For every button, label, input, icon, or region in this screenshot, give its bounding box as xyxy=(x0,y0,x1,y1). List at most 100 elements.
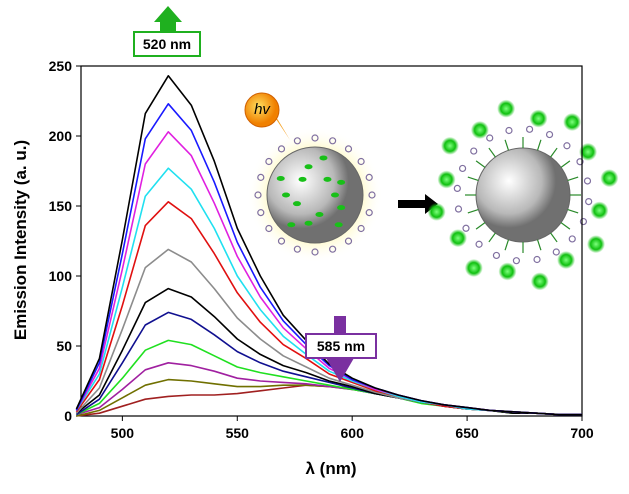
strand xyxy=(560,222,571,230)
ligand xyxy=(293,137,301,145)
strand xyxy=(488,232,496,243)
released-dye xyxy=(437,170,456,189)
strand xyxy=(475,160,486,168)
ligand xyxy=(329,245,337,253)
ligand xyxy=(257,173,265,181)
dye xyxy=(319,155,328,161)
ligand xyxy=(368,191,376,199)
ligand xyxy=(470,147,478,155)
annotation: 585 nm xyxy=(317,338,365,354)
x-tick-label: 650 xyxy=(455,425,479,441)
ligand xyxy=(545,130,554,139)
ligand xyxy=(533,255,541,264)
released-dye xyxy=(586,235,605,254)
strand xyxy=(567,208,579,214)
released-dye xyxy=(557,251,576,270)
spectrum-line xyxy=(75,75,582,416)
ligand xyxy=(576,158,584,166)
y-tick-label: 50 xyxy=(56,338,72,354)
y-tick-label: 200 xyxy=(49,128,73,144)
ligand xyxy=(492,251,501,260)
ligand xyxy=(583,177,592,185)
strand xyxy=(467,208,479,214)
released-dye xyxy=(498,262,517,281)
dye xyxy=(304,164,313,170)
dye xyxy=(276,176,285,182)
x-tick-label: 500 xyxy=(111,425,135,441)
annotation: hv xyxy=(254,101,271,118)
ligand xyxy=(277,237,286,245)
x-tick-label: 600 xyxy=(341,425,365,441)
ligand xyxy=(257,209,265,217)
ligand xyxy=(454,205,463,213)
ligand xyxy=(486,134,494,142)
dye xyxy=(334,222,343,228)
ligand xyxy=(579,217,588,226)
x-axis-label: λ (nm) xyxy=(306,459,357,478)
dye xyxy=(337,179,346,185)
strand xyxy=(550,232,558,243)
ligand xyxy=(357,224,365,233)
released-dye xyxy=(529,109,548,128)
illustration xyxy=(244,92,619,291)
released-dye xyxy=(427,202,446,221)
ligand xyxy=(293,245,301,253)
ligand xyxy=(568,235,576,243)
ligand xyxy=(552,248,560,256)
strand xyxy=(488,147,496,158)
x-tick-label: 550 xyxy=(226,425,250,441)
y-tick-label: 250 xyxy=(49,58,73,74)
ligand xyxy=(365,173,373,181)
ligand xyxy=(458,164,467,173)
released-dye xyxy=(563,113,582,132)
dye xyxy=(292,201,301,207)
dye xyxy=(304,220,313,226)
strand xyxy=(504,139,510,151)
ligand xyxy=(311,134,319,142)
released-dye xyxy=(441,136,460,155)
dye xyxy=(282,192,290,198)
x-tick-label: 700 xyxy=(570,425,594,441)
ligand xyxy=(344,145,353,153)
released-dye xyxy=(497,99,516,118)
released-dye xyxy=(600,169,619,188)
annotations: 520 nm 585 nm hv xyxy=(133,6,377,382)
strand xyxy=(560,160,571,168)
strand xyxy=(536,239,542,251)
ligand xyxy=(254,191,262,199)
dye xyxy=(287,222,296,228)
strand xyxy=(567,176,579,182)
ligand xyxy=(505,126,513,135)
released-dye xyxy=(530,272,549,291)
ligand xyxy=(265,157,273,166)
ligand xyxy=(462,224,470,232)
ligand xyxy=(525,125,534,133)
y-tick-label: 150 xyxy=(49,198,73,214)
ligand xyxy=(277,145,286,153)
ligand xyxy=(329,137,337,145)
strand xyxy=(550,147,558,158)
ligand xyxy=(311,248,319,256)
ligand xyxy=(512,257,521,265)
dye xyxy=(298,176,307,182)
y-axis-label: Emission Intensity (a. u.) xyxy=(11,140,30,340)
annotation: 520 nm xyxy=(143,36,191,52)
ligand xyxy=(357,157,365,166)
ligand xyxy=(585,197,593,206)
ligand xyxy=(265,224,273,233)
y-tick-label: 100 xyxy=(49,268,73,284)
released-dye xyxy=(464,258,483,277)
ligand xyxy=(453,184,461,193)
strand xyxy=(475,222,486,230)
ligand xyxy=(365,209,373,217)
ligand xyxy=(563,142,571,150)
strand xyxy=(504,239,510,251)
ligand xyxy=(475,240,483,248)
ligand xyxy=(344,237,353,245)
y-tick-label: 0 xyxy=(64,408,72,424)
dye xyxy=(315,211,324,217)
dye xyxy=(331,192,339,198)
dye xyxy=(323,176,332,182)
